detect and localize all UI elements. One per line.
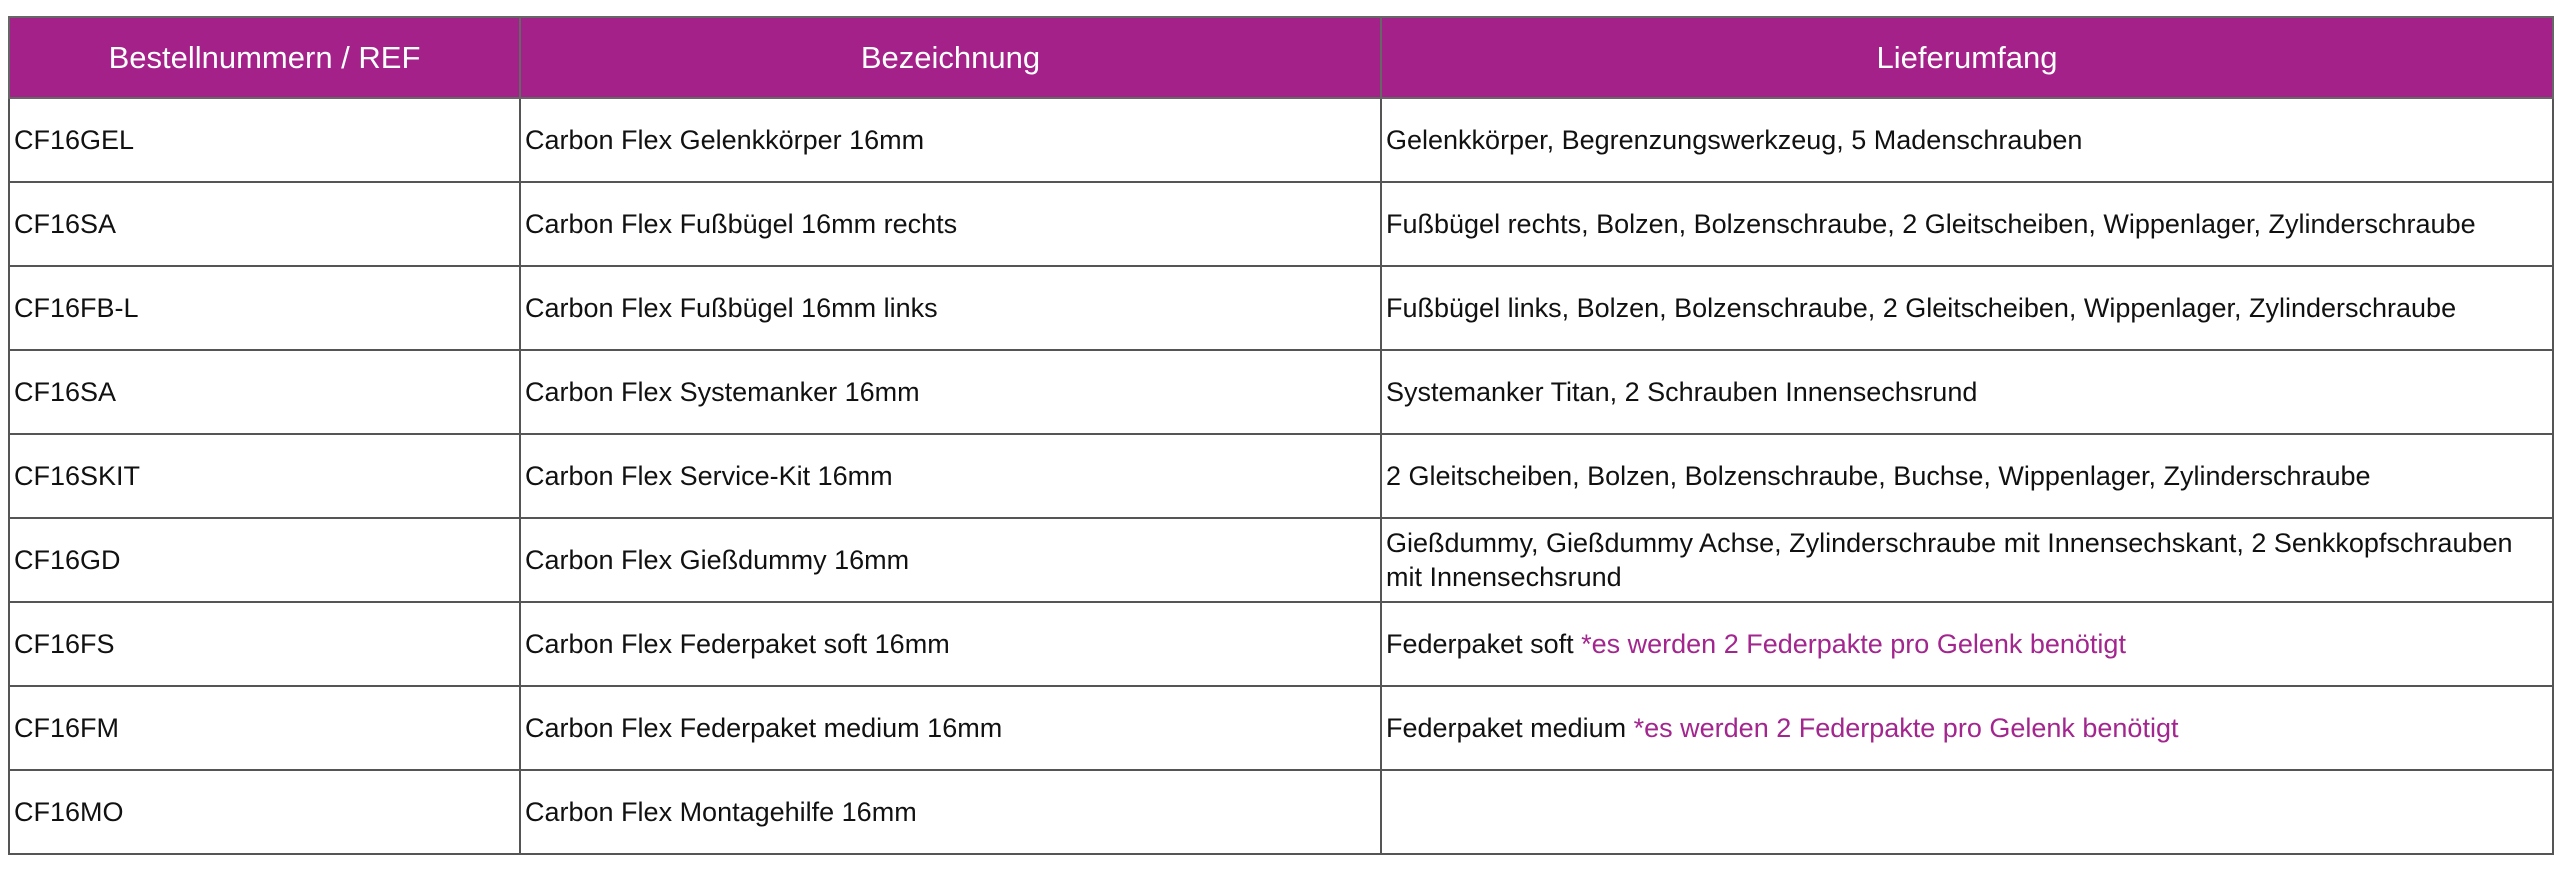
scope-text: Systemanker Titan, 2 Schrauben Innensech… [1386, 377, 1978, 407]
scope-cell: Systemanker Titan, 2 Schrauben Innensech… [1380, 349, 2554, 435]
scope-text: 2 Gleitscheiben, Bolzen, Bolzenschraube,… [1386, 461, 2371, 491]
header-row: Bestellnummern / REF Bezeichnung Lieferu… [8, 16, 2554, 99]
header-name: Bezeichnung [519, 16, 1382, 99]
scope-text: Federpaket medium [1386, 713, 1634, 743]
scope-cell: 2 Gleitscheiben, Bolzen, Bolzenschraube,… [1380, 433, 2554, 519]
ref-cell: CF16SA [8, 181, 521, 267]
ref-cell: CF16GEL [8, 97, 521, 183]
header-scope: Lieferumfang [1380, 16, 2554, 99]
scope-note: *es werden 2 Federpakte pro Gelenk benöt… [1581, 629, 2126, 659]
scope-cell: Gießdummy, Gießdummy Achse, Zylinderschr… [1380, 517, 2554, 603]
ref-cell: CF16SKIT [8, 433, 521, 519]
table-row: CF16FM Carbon Flex Federpaket medium 16mm… [8, 685, 2554, 771]
scope-note: *es werden 2 Federpakte pro Gelenk benöt… [1633, 713, 2179, 743]
ref-cell: CF16FB-L [8, 265, 521, 351]
scope-text: Gelenkkörper, Begrenzungswerkzeug, 5 Mad… [1386, 125, 2083, 155]
parts-table: Bestellnummern / REF Bezeichnung Lieferu… [8, 16, 2554, 855]
scope-cell: Federpaket medium *es werden 2 Federpakt… [1380, 685, 2554, 771]
table-row: CF16GD Carbon Flex Gießdummy 16mm Gießdumm… [8, 517, 2554, 603]
name-cell: Carbon Flex Gießdummy 16mm [519, 517, 1382, 603]
ref-cell: CF16SA [8, 349, 521, 435]
name-cell: Carbon Flex Service-Kit 16mm [519, 433, 1382, 519]
table-row: CF16SKIT Carbon Flex Service-Kit 16mm 2 Gl… [8, 433, 2554, 519]
table-row: CF16SA Carbon Flex Fußbügel 16mm rechts Fu… [8, 181, 2554, 267]
scope-text: Fußbügel rechts, Bolzen, Bolzenschraube,… [1386, 209, 2476, 239]
scope-text: Fußbügel links, Bolzen, Bolzenschraube, … [1386, 293, 2457, 323]
scope-cell: Fußbügel links, Bolzen, Bolzenschraube, … [1380, 265, 2554, 351]
ref-cell: CF16MO [8, 769, 521, 855]
ref-cell: CF16GD [8, 517, 521, 603]
table-row: CF16SA Carbon Flex Systemanker 16mm System… [8, 349, 2554, 435]
name-cell: Carbon Flex Fußbügel 16mm links [519, 265, 1382, 351]
name-cell: Carbon Flex Gelenkkörper 16mm [519, 97, 1382, 183]
name-cell: Carbon Flex Federpaket medium 16mm [519, 685, 1382, 771]
table-row: CF16MO Carbon Flex Montagehilfe 16mm [8, 769, 2554, 855]
name-cell: Carbon Flex Federpaket soft 16mm [519, 601, 1382, 687]
name-cell: Carbon Flex Fußbügel 16mm rechts [519, 181, 1382, 267]
ref-cell: CF16FM [8, 685, 521, 771]
table-row: CF16GEL Carbon Flex Gelenkkörper 16mm Gele… [8, 97, 2554, 183]
scope-cell: Gelenkkörper, Begrenzungswerkzeug, 5 Mad… [1380, 97, 2554, 183]
name-cell: Carbon Flex Montagehilfe 16mm [519, 769, 1382, 855]
scope-text: Federpaket soft [1386, 629, 1582, 659]
header-ref: Bestellnummern / REF [8, 16, 521, 99]
scope-cell [1380, 769, 2554, 855]
name-cell: Carbon Flex Systemanker 16mm [519, 349, 1382, 435]
ref-cell: CF16FS [8, 601, 521, 687]
scope-text: Gießdummy, Gießdummy Achse, Zylinderschr… [1386, 528, 2513, 592]
scope-cell: Federpaket soft *es werden 2 Federpakte … [1380, 601, 2554, 687]
scope-cell: Fußbügel rechts, Bolzen, Bolzenschraube,… [1380, 181, 2554, 267]
table-row: CF16FS Carbon Flex Federpaket soft 16mm Fe… [8, 601, 2554, 687]
table-row: CF16FB-L Carbon Flex Fußbügel 16mm links F… [8, 265, 2554, 351]
